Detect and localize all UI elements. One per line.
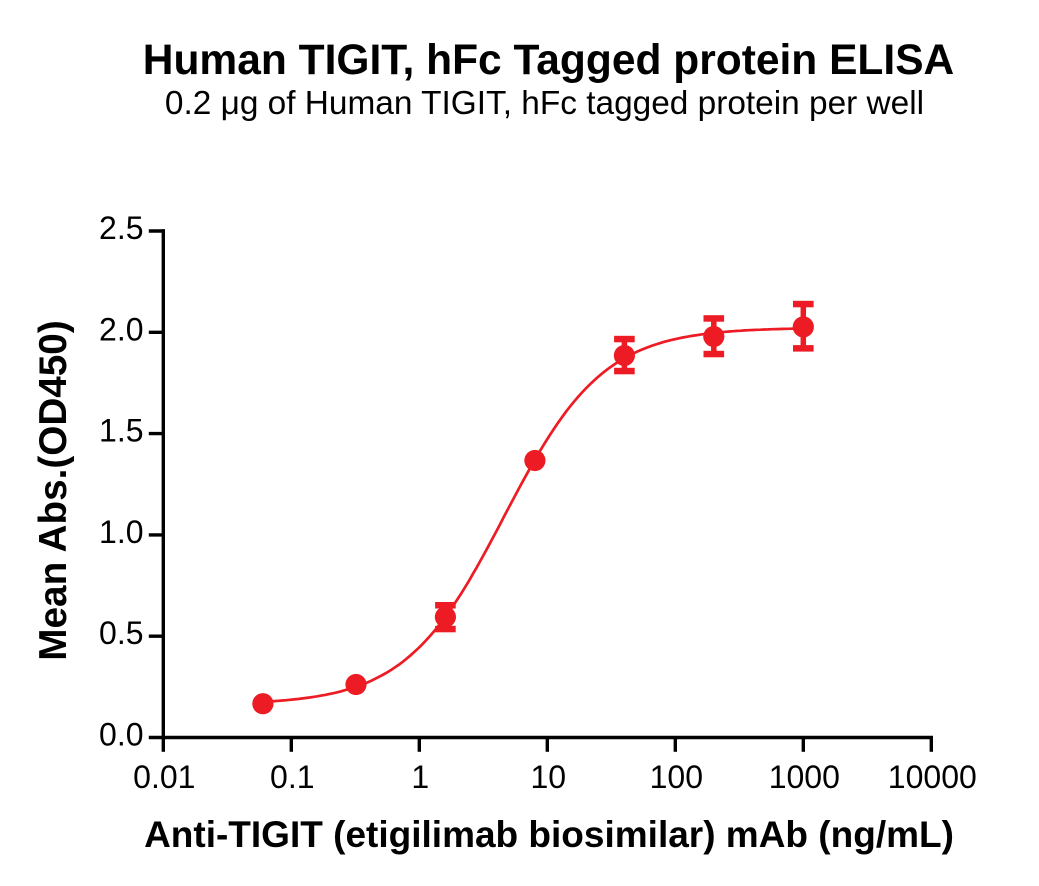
- svg-text:2.5: 2.5: [99, 210, 143, 246]
- svg-text:2.0: 2.0: [99, 311, 143, 347]
- svg-text:Anti-TIGIT (etigilimab biosimi: Anti-TIGIT (etigilimab biosimilar) mAb (…: [144, 814, 954, 855]
- svg-text:0.01: 0.01: [133, 759, 195, 795]
- svg-text:1000: 1000: [769, 759, 840, 795]
- svg-text:1: 1: [411, 759, 429, 795]
- svg-text:Human TIGIT, hFc Tagged protei: Human TIGIT, hFc Tagged protein ELISA: [143, 37, 954, 84]
- svg-text:100: 100: [650, 759, 703, 795]
- svg-text:Mean Abs.(OD450): Mean Abs.(OD450): [32, 320, 75, 660]
- svg-text:0.1: 0.1: [270, 759, 314, 795]
- svg-text:0.5: 0.5: [99, 615, 143, 651]
- svg-text:10000: 10000: [888, 759, 977, 795]
- svg-text:1.5: 1.5: [99, 413, 143, 449]
- svg-text:1.0: 1.0: [99, 514, 143, 550]
- svg-text:0.0: 0.0: [99, 717, 143, 753]
- svg-text:10: 10: [531, 759, 567, 795]
- svg-text:0.2 μg of Human TIGIT, hFc tag: 0.2 μg of Human TIGIT, hFc tagged protei…: [165, 85, 924, 122]
